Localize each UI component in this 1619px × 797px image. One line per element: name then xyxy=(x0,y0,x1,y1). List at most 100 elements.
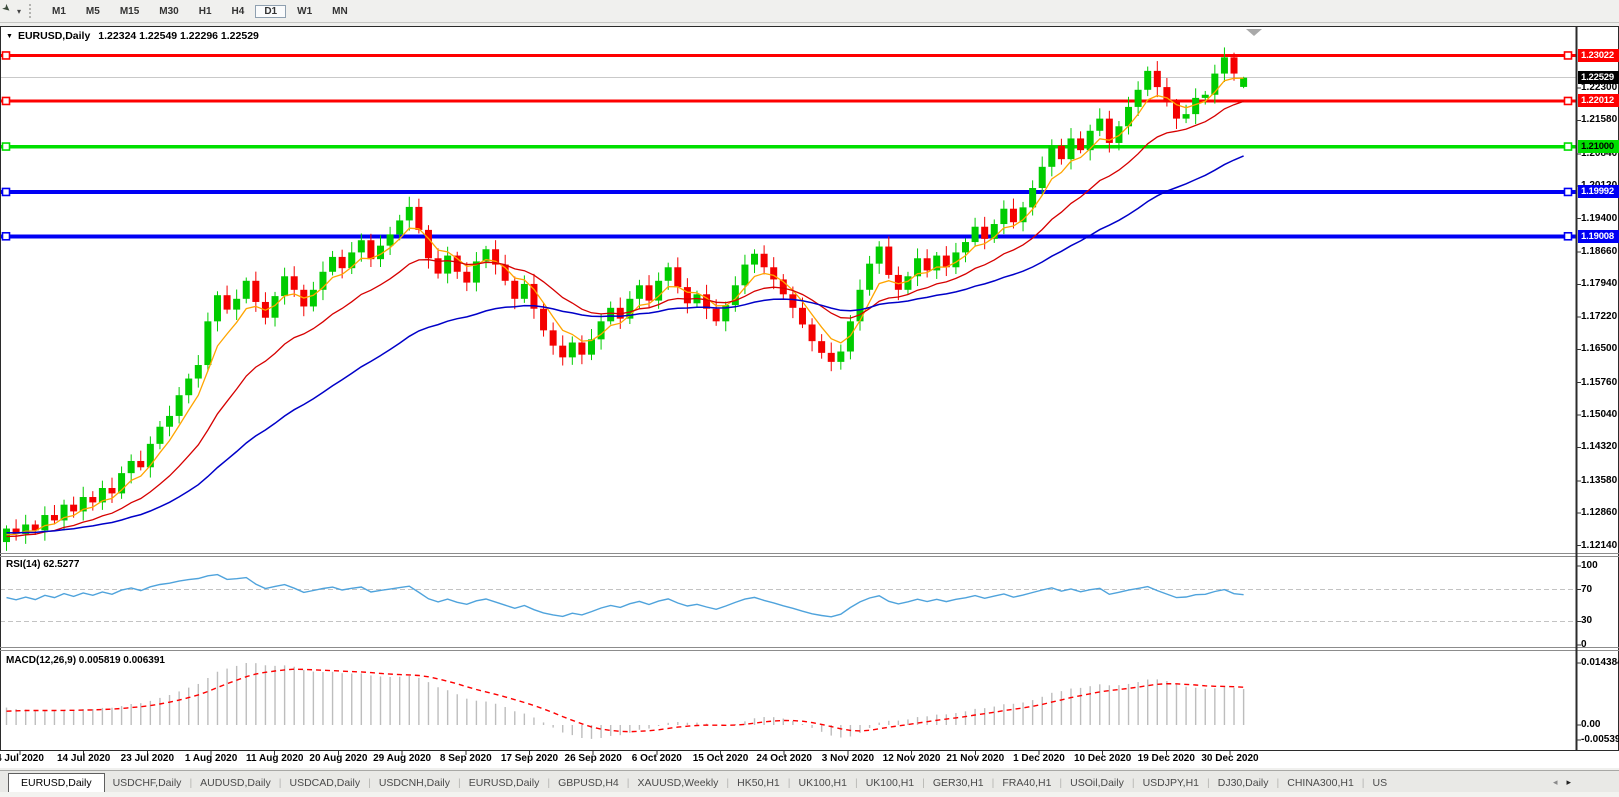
candle-body xyxy=(185,378,193,396)
line-handle[interactable] xyxy=(1563,96,1573,106)
line-handle[interactable] xyxy=(1,142,11,151)
timeframe-button-H4[interactable]: H4 xyxy=(231,6,245,17)
chart-tab-UK100-H1-10[interactable]: UK100,H1 xyxy=(865,777,915,789)
candle-body xyxy=(1086,130,1094,151)
candle-body xyxy=(357,240,365,253)
status-strip xyxy=(0,792,1619,797)
candle-body xyxy=(118,473,126,494)
candle-body xyxy=(798,307,806,325)
candle-body xyxy=(1240,77,1248,87)
line-handle[interactable] xyxy=(1,231,11,241)
date-label: 10 Dec 2020 xyxy=(1073,753,1132,764)
chart-tab-GER30-H1-11[interactable]: GER30,H1 xyxy=(932,777,984,789)
date-label: 26 Sep 2020 xyxy=(564,753,622,764)
price-tick-label: 1.19400 xyxy=(1581,212,1618,224)
date-label: 19 Dec 2020 xyxy=(1137,753,1195,764)
tab-scroll-right-icon[interactable]: ▸ xyxy=(1566,777,1571,787)
candle-body xyxy=(281,276,289,297)
price-tick-label: 1.13580 xyxy=(1581,474,1618,486)
macd-signal-line xyxy=(6,668,1244,733)
chart-tab-USDCNH-Daily-4[interactable]: USDCNH,Daily xyxy=(378,777,451,789)
candle-body xyxy=(50,515,58,521)
chart-tab-AUDUSD-Daily-2[interactable]: AUDUSD,Daily xyxy=(200,777,271,789)
candle-body xyxy=(319,271,327,290)
chart-shift-marker-icon[interactable] xyxy=(1246,29,1262,36)
date-label: 24 Oct 2020 xyxy=(756,753,813,764)
chart-tab-USDJPY-H1-14[interactable]: USDJPY,H1 xyxy=(1142,777,1199,789)
timeframe-button-W1[interactable]: W1 xyxy=(297,6,313,17)
chart-ohlc-values: 1.22324 1.22549 1.22296 1.22529 xyxy=(98,30,259,42)
timeframe-button-H1[interactable]: H1 xyxy=(198,6,212,17)
chart-tab-UK100-H1-9[interactable]: UK100,H1 xyxy=(798,777,847,789)
candle-body xyxy=(1067,138,1075,160)
chart-cursor-icon[interactable]: ➤ xyxy=(0,1,13,16)
tab-separator: | xyxy=(922,777,925,789)
collapse-triangle-icon[interactable]: ▼ xyxy=(6,33,13,40)
candle-body xyxy=(396,220,404,235)
chart-tab-US-17[interactable]: US xyxy=(1372,777,1388,789)
line-handle[interactable] xyxy=(1563,142,1573,151)
candle-body xyxy=(904,276,912,290)
candle-body xyxy=(626,298,634,319)
macd-indicator-label: MACD(12,26,9) 0.005819 0.006391 xyxy=(6,655,165,666)
candle-body xyxy=(1211,73,1219,95)
chart-tab-EURUSD-Daily-5[interactable]: EURUSD,Daily xyxy=(468,777,540,789)
pane-divider[interactable] xyxy=(0,646,1619,653)
candle-body xyxy=(223,295,231,310)
line-handle[interactable] xyxy=(1,96,11,106)
chart-tab-CHINA300-H1-16[interactable]: CHINA300,H1 xyxy=(1287,777,1354,789)
chart-tab-USDCHF-Daily-1[interactable]: USDCHF,Daily xyxy=(112,777,182,789)
chart-tab-FRA40-H1-12[interactable]: FRA40,H1 xyxy=(1002,777,1052,789)
date-label: 30 Dec 2020 xyxy=(1201,753,1259,764)
chart-tab-GBPUSD-H4-6[interactable]: GBPUSD,H4 xyxy=(558,777,619,789)
chart-canvas[interactable] xyxy=(0,26,1619,768)
price-scale[interactable]: 1.223001.215801.208401.201201.194001.186… xyxy=(1578,26,1619,750)
candle-body xyxy=(386,234,394,246)
chart-tab-USDCAD-Daily-3[interactable]: USDCAD,Daily xyxy=(289,777,361,789)
tab-scroll-arrows: ◂ ▸ xyxy=(1553,777,1571,788)
tab-separator: | xyxy=(458,777,461,789)
date-label: 14 Jul 2020 xyxy=(56,753,111,764)
candle-body xyxy=(271,296,279,318)
chart-tab-DJ30-Daily-15[interactable]: DJ30,Daily xyxy=(1217,777,1269,789)
date-label: 8 Sep 2020 xyxy=(439,753,492,764)
macd-tick-label: 0.014384 xyxy=(1581,657,1619,668)
chart-tab-USOil-Daily-13[interactable]: USOil,Daily xyxy=(1070,777,1124,789)
chart-tab-EURUSD-Daily-0[interactable]: EURUSD,Daily xyxy=(8,773,105,793)
candle-body xyxy=(1230,57,1238,74)
candle-body xyxy=(472,261,480,283)
candle-body xyxy=(818,341,826,353)
candle-body xyxy=(424,229,432,259)
line-handle[interactable] xyxy=(1563,231,1573,241)
line-handle[interactable] xyxy=(1563,187,1573,197)
line-handle[interactable] xyxy=(1563,51,1573,60)
candle-body xyxy=(79,497,87,512)
tab-scroll-left-icon[interactable]: ◂ xyxy=(1552,777,1558,787)
timeframe-button-MN[interactable]: MN xyxy=(332,6,348,17)
candle-body xyxy=(137,460,145,468)
price-tick-label: 1.12140 xyxy=(1581,539,1618,551)
timeframe-button-D1[interactable]: D1 xyxy=(255,5,287,18)
timeframe-button-M5[interactable]: M5 xyxy=(85,6,100,17)
time-scale[interactable]: 4 Jul 2020 14 Jul 2020 23 Jul 2020 1 Aug 20… xyxy=(0,752,1576,768)
price-tick-label: 1.17220 xyxy=(1581,310,1618,322)
timeframe-button-M30[interactable]: M30 xyxy=(159,6,179,17)
candle-body xyxy=(1057,145,1065,160)
line-handle[interactable] xyxy=(1,187,11,197)
candle-body xyxy=(587,339,595,355)
candle-body xyxy=(712,308,720,322)
candle-body xyxy=(875,246,883,264)
dropdown-caret-icon[interactable]: ▾ xyxy=(17,6,22,16)
candle-body xyxy=(1125,106,1133,127)
tab-separator: | xyxy=(726,777,730,789)
timeframe-button-M1[interactable]: M1 xyxy=(52,6,66,17)
price-tick-label: 1.22300 xyxy=(1581,81,1618,93)
candle-body xyxy=(827,352,835,362)
line-handle[interactable] xyxy=(1,51,11,60)
timeframe-button-M15[interactable]: M15 xyxy=(119,6,140,17)
chart-tab-XAUUSD-Weekly-7[interactable]: XAUUSD,Weekly xyxy=(637,777,719,789)
price-tick-label: 1.17940 xyxy=(1581,278,1618,290)
pane-divider[interactable] xyxy=(0,552,1619,559)
toolbar-grip[interactable] xyxy=(29,4,35,18)
chart-tab-HK50-H1-8[interactable]: HK50,H1 xyxy=(737,777,780,789)
